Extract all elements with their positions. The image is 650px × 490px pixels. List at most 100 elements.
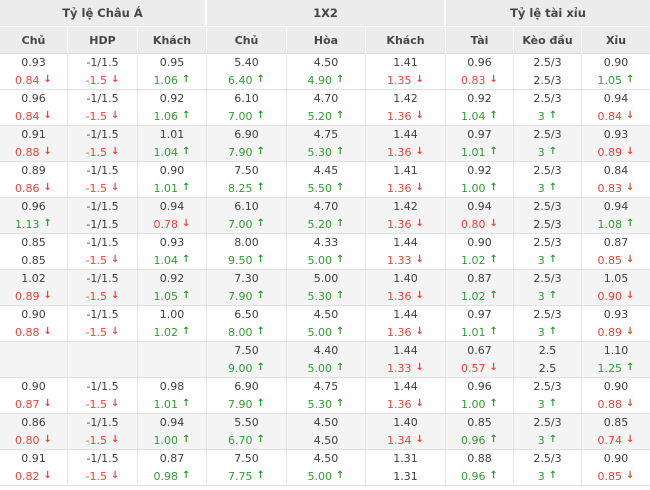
odds-cell <box>0 359 68 377</box>
down-arrow-icon: ↓ <box>43 74 52 86</box>
odds-cell: 0.87 <box>446 270 514 288</box>
up-arrow-icon: ↑ <box>256 434 265 446</box>
odds-value: 0.93 <box>603 128 629 142</box>
odds-cell: -1/1.5 <box>68 270 138 288</box>
up-arrow-icon: ↑ <box>256 74 265 86</box>
odds-cell: 0.84 ↓ <box>0 107 68 125</box>
odds-value: 6.50 <box>234 308 259 322</box>
odds-value: 4.40 <box>313 344 339 358</box>
odds-cell: 1.01 ↑ <box>446 323 514 341</box>
odds-cell: 2.5/3 <box>514 215 582 233</box>
odds-value: 0.93 <box>159 236 185 250</box>
odds-cell: 0.89 <box>0 162 68 180</box>
odds-cell: 1.08 ↑ <box>582 216 650 234</box>
odds-value: 1.04 <box>153 253 179 267</box>
odds-value: 6.90 <box>234 380 259 394</box>
col-header-1x2-home: Chủ <box>207 27 287 54</box>
odds-cell: 7.90 ↑ <box>207 395 287 413</box>
odds-value: 0.94 <box>603 200 629 214</box>
down-arrow-icon: ↓ <box>626 434 635 446</box>
odds-cell: 0.85 ↓ <box>582 252 650 270</box>
odds-value: 0.96 <box>461 433 486 447</box>
odds-value: 3 <box>537 181 545 195</box>
odds-value: 8.00 <box>234 236 259 250</box>
col-header-under: Xỉu <box>582 27 650 54</box>
odds-value: 0.90 <box>603 56 629 70</box>
odds-cell: 2.5 <box>514 342 582 360</box>
odds-value: 0.93 <box>21 56 46 70</box>
up-arrow-icon: ↑ <box>489 398 498 410</box>
down-arrow-icon: ↓ <box>43 290 52 302</box>
odds-value: 1.42 <box>393 92 418 106</box>
up-arrow-icon: ↑ <box>256 218 265 230</box>
odds-cell: 0.83 ↓ <box>582 180 650 198</box>
odds-value: 1.36 <box>387 145 412 159</box>
odds-cell: 1.00 ↑ <box>138 431 207 449</box>
odds-cell: 0.86 ↓ <box>0 179 68 197</box>
odds-cell: 0.97 <box>446 306 514 324</box>
down-arrow-icon: ↓ <box>111 74 120 86</box>
odds-value: 0.87 <box>467 272 492 286</box>
odds-value: 1.40 <box>393 272 418 286</box>
up-arrow-icon: ↑ <box>182 146 191 158</box>
odds-value: 1.44 <box>393 128 418 142</box>
odds-cell: 5.00 ↑ <box>287 251 366 269</box>
odds-value: 0.96 <box>467 380 492 394</box>
odds-value: -1.5 <box>85 109 108 123</box>
odds-value: 0.96 <box>467 56 492 70</box>
odds-cell: 5.30 ↑ <box>287 287 366 305</box>
odds-cell: 0.88 ↓ <box>0 143 68 161</box>
odds-value: 0.87 <box>603 236 629 250</box>
odds-value: -1.5 <box>85 181 108 195</box>
odds-value: 7.90 <box>228 289 253 303</box>
odds-cell: 1.02 ↑ <box>138 323 207 341</box>
odds-value: 1.35 <box>387 73 412 87</box>
odds-value: 5.30 <box>307 145 333 159</box>
up-arrow-icon: ↑ <box>256 362 265 374</box>
odds-cell: 0.89 ↓ <box>582 144 650 162</box>
down-arrow-icon: ↓ <box>489 362 498 374</box>
up-arrow-icon: ↑ <box>182 326 191 338</box>
up-arrow-icon: ↑ <box>256 254 265 266</box>
odds-cell: -1.5 ↓ <box>68 179 138 197</box>
odds-cell: 6.10 <box>207 90 287 108</box>
odds-cell: 0.90 <box>582 378 650 396</box>
odds-value: 0.89 <box>21 164 46 178</box>
odds-value: 0.92 <box>467 92 492 106</box>
odds-value: 4.50 <box>313 416 339 430</box>
odds-value: 0.96 <box>461 469 486 483</box>
odds-value: 2.5/3 <box>533 452 562 466</box>
down-arrow-icon: ↓ <box>415 290 424 302</box>
up-arrow-icon: ↑ <box>256 182 265 194</box>
odds-value: 1.36 <box>387 109 412 123</box>
odds-cell: 0.96 ↑ <box>446 467 514 485</box>
odds-value: 1.13 <box>15 217 40 231</box>
odds-cell: 0.96 <box>446 54 514 72</box>
odds-cell: 7.50 <box>207 342 287 360</box>
odds-value: 4.50 <box>313 308 339 322</box>
odds-cell: -1/1.5 <box>68 450 138 468</box>
odds-cell: 1.34 ↓ <box>366 431 446 449</box>
down-arrow-icon: ↓ <box>626 290 635 302</box>
odds-cell: 1.36 ↓ <box>366 143 446 161</box>
odds-value: 0.90 <box>597 289 623 303</box>
down-arrow-icon: ↓ <box>43 110 52 122</box>
down-arrow-icon: ↓ <box>626 146 635 158</box>
up-arrow-icon: ↑ <box>336 182 345 194</box>
odds-cell: 1.44 <box>366 126 446 144</box>
odds-value: 2.5/3 <box>533 416 562 430</box>
odds-cell: 9.50 ↑ <box>207 251 287 269</box>
up-arrow-icon: ↑ <box>626 74 635 86</box>
odds-value: 1.36 <box>387 181 412 195</box>
odds-value: 0.98 <box>153 469 179 483</box>
odds-value: 1.02 <box>461 253 486 267</box>
odds-cell: -1/1.5 <box>68 126 138 144</box>
odds-value: 0.85 <box>467 416 492 430</box>
odds-cell: 3 ↑ <box>514 107 582 125</box>
odds-value: 5.50 <box>234 416 259 430</box>
odds-value: 2.5/3 <box>533 308 562 322</box>
odds-cell: 1.36 ↓ <box>366 215 446 233</box>
table-row: 0.96 -1/1.5 0.94 6.10 4.70 1.42 0.94 2.5/3 0.94 1… <box>0 198 650 234</box>
odds-value: 1.34 <box>387 433 412 447</box>
odds-value: 0.83 <box>461 73 486 87</box>
